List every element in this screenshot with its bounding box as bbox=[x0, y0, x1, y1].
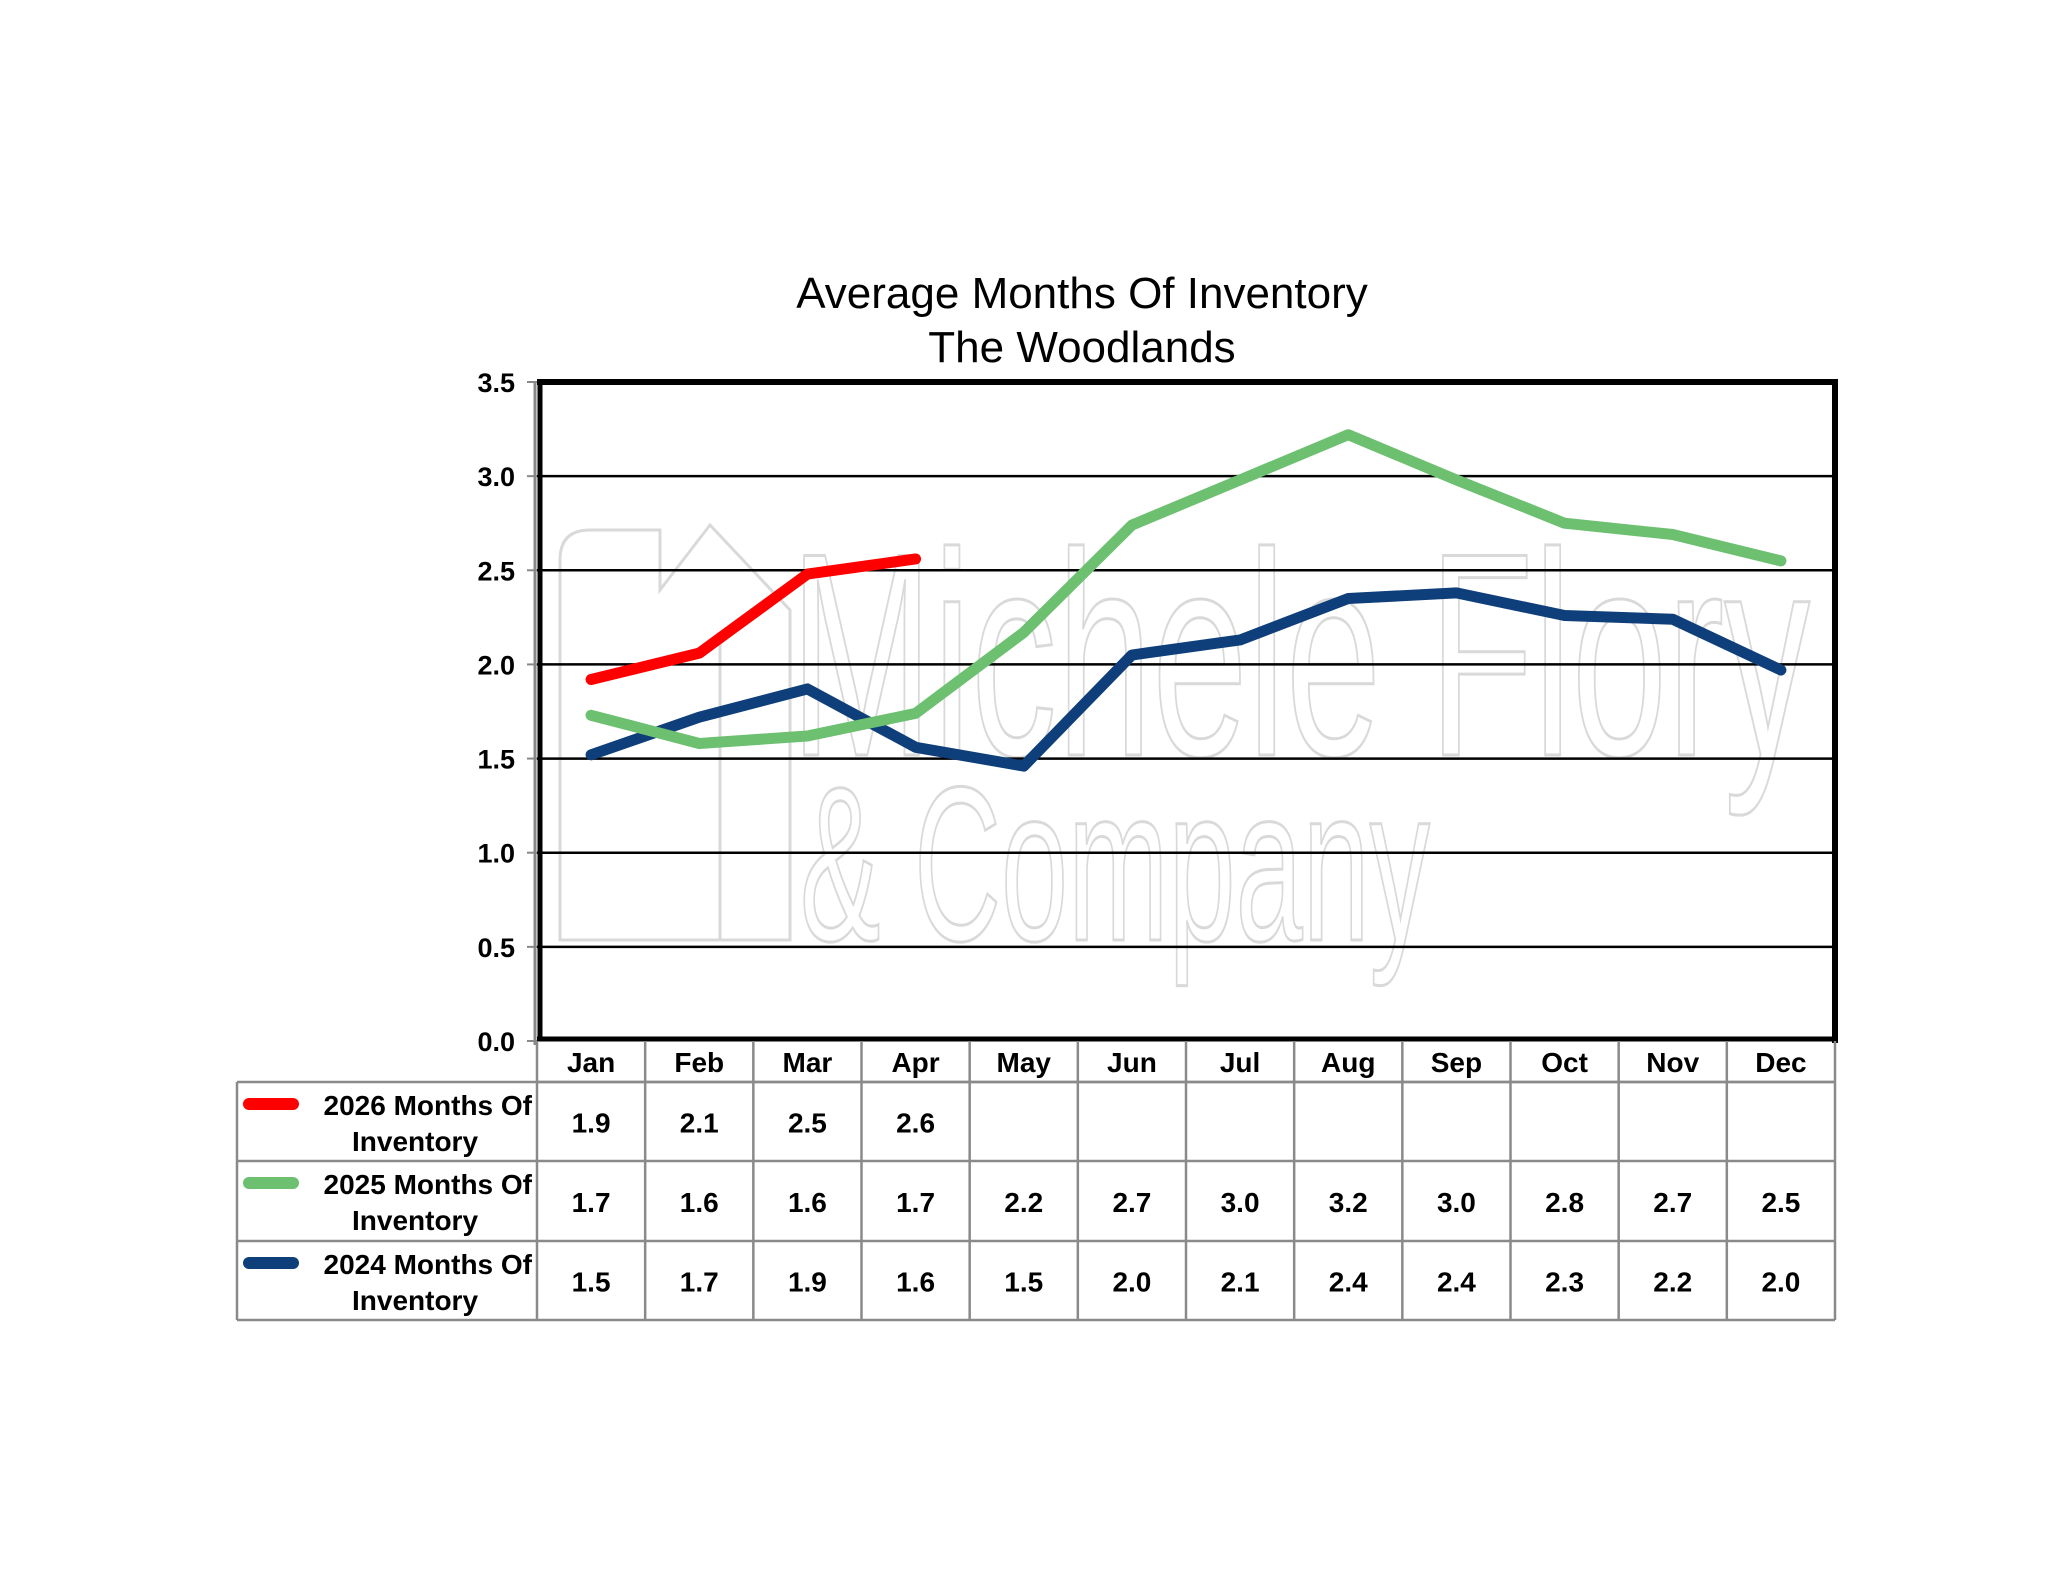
table-cell-value: 2.7 bbox=[1653, 1187, 1692, 1218]
table-cell-value: 3.0 bbox=[1437, 1187, 1476, 1218]
table-cell-value: 2.5 bbox=[788, 1108, 827, 1139]
x-category-label: May bbox=[997, 1047, 1052, 1078]
x-category-label: Apr bbox=[891, 1047, 939, 1078]
y-tick-label: 0.5 bbox=[477, 933, 515, 963]
x-category-label: Jul bbox=[1220, 1047, 1260, 1078]
x-category-label: Dec bbox=[1755, 1047, 1806, 1078]
y-tick-label: 2.0 bbox=[477, 650, 515, 680]
watermark-line2: & Company bbox=[800, 741, 1430, 987]
table-cell-value: 1.7 bbox=[572, 1187, 611, 1218]
series-lines bbox=[585, 429, 1787, 772]
series-line-2026 bbox=[585, 553, 922, 685]
data-table: Jan Feb Mar Apr May Jun Jul Aug Sep Oct Nov Dec 2026… bbox=[235, 1041, 1837, 1322]
table-cell-value: 2.1 bbox=[1221, 1267, 1260, 1298]
table-cell-value: 2.2 bbox=[1653, 1267, 1692, 1298]
legend-label-2025-line2: Inventory bbox=[352, 1205, 478, 1236]
legend-label-2026-line2: Inventory bbox=[352, 1126, 478, 1157]
table-cell-value: 1.5 bbox=[1004, 1267, 1043, 1298]
table-cell-value: 2.0 bbox=[1112, 1267, 1151, 1298]
x-category-label: Aug bbox=[1321, 1047, 1375, 1078]
x-category-label: Sep bbox=[1431, 1047, 1482, 1078]
table-cell-value: 2.2 bbox=[1004, 1187, 1043, 1218]
table-cell-value: 2.7 bbox=[1112, 1187, 1151, 1218]
y-tick-label: 1.0 bbox=[477, 839, 515, 869]
table-cell-value: 3.2 bbox=[1329, 1187, 1368, 1218]
y-axis-ticks: 0.0 0.5 1.0 1.5 2.0 2.5 3.0 3.5 bbox=[477, 368, 537, 1057]
x-category-label: Oct bbox=[1541, 1047, 1588, 1078]
y-tick-label: 3.5 bbox=[477, 368, 515, 398]
table-cell-value: 1.6 bbox=[788, 1187, 827, 1218]
table-cell-value: 2.3 bbox=[1545, 1267, 1584, 1298]
x-category-label: Feb bbox=[674, 1047, 724, 1078]
legend-label-2024-line2: Inventory bbox=[352, 1285, 478, 1316]
x-category-label: Jan bbox=[567, 1047, 615, 1078]
x-category-label: Jun bbox=[1107, 1047, 1157, 1078]
gridlines bbox=[537, 474, 1835, 949]
table-cell-value: 1.6 bbox=[680, 1187, 719, 1218]
table-cell-value: 1.6 bbox=[896, 1267, 935, 1298]
table-cell-value: 1.9 bbox=[572, 1108, 611, 1139]
table-cell-value: 2.1 bbox=[680, 1108, 719, 1139]
table-cell-value: 1.7 bbox=[896, 1187, 935, 1218]
table-cell-value: 2.0 bbox=[1761, 1267, 1800, 1298]
y-tick-label: 0.0 bbox=[477, 1027, 515, 1057]
table-cell-value: 1.7 bbox=[680, 1267, 719, 1298]
x-category-label: Nov bbox=[1646, 1047, 1699, 1078]
table-cell-value: 1.9 bbox=[788, 1267, 827, 1298]
series-line-2025 bbox=[585, 429, 1787, 750]
legend-label-2026: 2026 Months Of bbox=[324, 1090, 533, 1121]
legend-label-2024: 2024 Months Of bbox=[324, 1249, 533, 1280]
watermark-line1: Michele Flory bbox=[790, 493, 1810, 818]
table-cell-value: 2.8 bbox=[1545, 1187, 1584, 1218]
y-tick-label: 1.5 bbox=[477, 745, 515, 775]
watermark-house-icon bbox=[558, 522, 792, 942]
table-cell-value: 2.5 bbox=[1761, 1187, 1800, 1218]
legend-label-2025: 2025 Months Of bbox=[324, 1169, 533, 1200]
table-cell-value: 2.4 bbox=[1329, 1267, 1368, 1298]
table-cell-value: 1.5 bbox=[572, 1267, 611, 1298]
chart-subtitle: The Woodlands bbox=[928, 323, 1235, 372]
watermark: Michele Flory & Company bbox=[558, 492, 1812, 989]
y-tick-label: 2.5 bbox=[477, 556, 515, 586]
x-category-label: Mar bbox=[783, 1047, 833, 1078]
table-cell-value: 2.4 bbox=[1437, 1267, 1476, 1298]
table-cell-value: 3.0 bbox=[1221, 1187, 1260, 1218]
table-cell-value: 2.6 bbox=[896, 1108, 935, 1139]
chart-title: Average Months Of Inventory bbox=[796, 269, 1367, 318]
y-tick-label: 3.0 bbox=[477, 462, 515, 492]
series-line-2024 bbox=[585, 587, 1787, 772]
plot-frame bbox=[533, 379, 1838, 1045]
